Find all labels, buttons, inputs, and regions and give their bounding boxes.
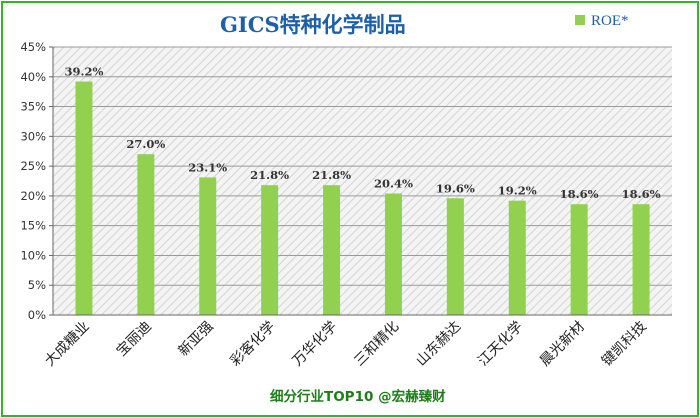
x-tick-label: 万华化学 xyxy=(289,319,340,370)
x-tick-label: 晨光新材 xyxy=(537,319,588,370)
data-label: 39.2% xyxy=(64,65,103,79)
bar xyxy=(199,177,217,315)
y-tick-label: 35% xyxy=(20,100,46,114)
x-axis: 大成糖业 宝丽迪 新亚强 彩客化学 万华化学 三和精化 山东赫达 江天化学 晨光新材 键凯科技 xyxy=(42,314,672,370)
y-tick-label: 25% xyxy=(20,159,46,173)
bar xyxy=(446,198,464,315)
x-tick-label: 宝丽迪 xyxy=(114,319,155,360)
x-tick-label: 山东赫达 xyxy=(413,319,464,370)
y-axis: 0% 5% 10% 15% 20% 25% 30% 35% 40% 45% xyxy=(20,40,54,322)
legend-swatch xyxy=(575,15,585,25)
x-tick-label: 大成糖业 xyxy=(42,319,93,370)
x-tick-label: 彩客化学 xyxy=(227,318,279,370)
bar xyxy=(632,204,650,315)
data-label: 18.6% xyxy=(560,187,599,201)
y-tick-label: 20% xyxy=(20,189,46,203)
y-tick-label: 30% xyxy=(20,129,46,143)
y-tick-label: 40% xyxy=(20,70,46,84)
bar xyxy=(384,193,402,315)
bar xyxy=(75,81,93,315)
gridlines xyxy=(53,46,672,316)
bar xyxy=(137,154,155,315)
footnote: 细分行业TOP10 @宏赫臻财 xyxy=(270,388,446,405)
data-label: 18.6% xyxy=(622,187,661,201)
y-tick-label: 5% xyxy=(28,278,46,292)
bar xyxy=(261,185,279,315)
bar xyxy=(570,204,588,315)
x-tick-label: 三和精化 xyxy=(351,319,402,370)
data-label: 21.8% xyxy=(250,168,289,182)
bar xyxy=(323,185,341,315)
y-tick-label: 0% xyxy=(28,308,46,322)
bars: 39.2% 27.0% 23.1% 21.8% 21.8% 20.4% 19.6% 19.2%… xyxy=(64,65,661,315)
y-tick-label: 10% xyxy=(20,248,46,262)
x-tick-label: 键凯科技 xyxy=(599,319,650,370)
x-tick-label: 江天化学 xyxy=(475,319,526,370)
plot-area xyxy=(53,47,672,315)
data-label: 20.4% xyxy=(374,177,413,191)
x-tick-label: 新亚强 xyxy=(176,319,217,360)
data-label: 23.1% xyxy=(188,160,227,174)
data-label: 21.8% xyxy=(312,168,351,182)
data-label: 19.2% xyxy=(498,184,537,198)
legend: ROE* xyxy=(575,13,629,29)
y-tick-label: 45% xyxy=(20,40,46,54)
data-label: 27.0% xyxy=(126,137,165,151)
bar xyxy=(508,200,526,315)
y-tick-label: 15% xyxy=(20,219,46,233)
chart-title: GICS特种化学制品 xyxy=(220,12,406,37)
data-label: 19.6% xyxy=(436,181,475,195)
legend-label: ROE* xyxy=(591,13,629,29)
